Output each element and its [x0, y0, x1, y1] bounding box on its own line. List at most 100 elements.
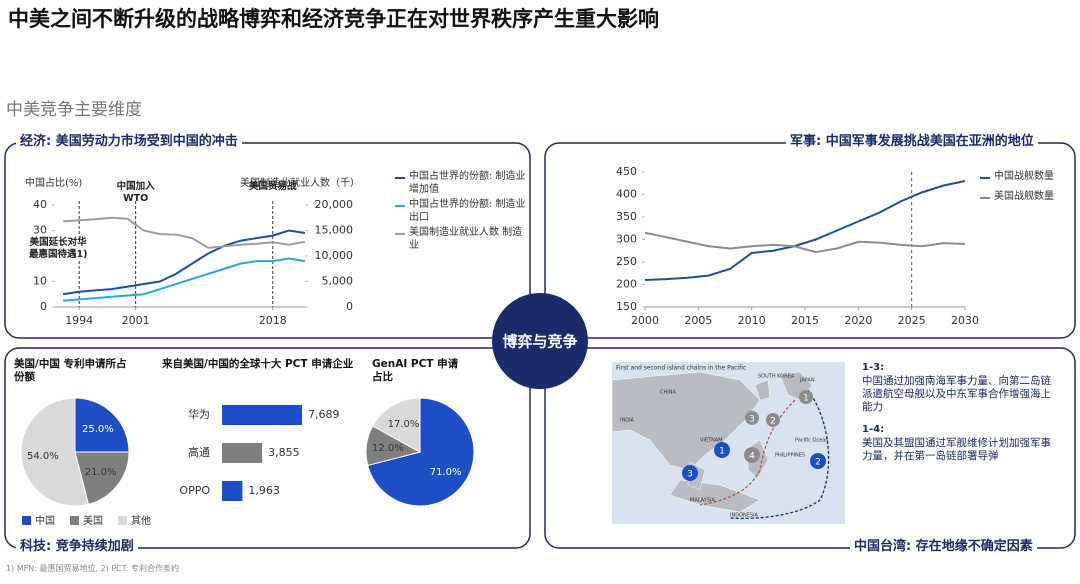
y2-tick-label: 10,000 [315, 249, 354, 262]
note-label: 1-3: [862, 362, 885, 373]
y-tick-label: 200 [616, 278, 637, 291]
y-tick-label: 30 [33, 224, 47, 237]
bar [222, 481, 243, 501]
first-chain [699, 399, 796, 506]
legend-label: 中国 [35, 514, 55, 527]
series-line [63, 216, 306, 249]
center-label: 博弈与竞争 [502, 333, 577, 351]
badge [745, 411, 759, 425]
legend-swatch [118, 516, 127, 525]
badge-label: 1 [803, 394, 809, 404]
map-label: JAPAN [799, 378, 815, 384]
center-circle [492, 293, 588, 389]
bar [222, 405, 302, 425]
panel-frame [4, 347, 531, 549]
pie-label: 54.0% [27, 451, 59, 462]
legend-label: 中国占世界的份额: 制造业出口 [409, 199, 526, 223]
legend-label: 美国 [83, 514, 103, 527]
legend-swatch [22, 516, 31, 525]
x-tick-label: 2010 [738, 314, 766, 327]
pie-label: 25.0% [82, 424, 114, 435]
y-tick-label: 350 [616, 210, 637, 223]
chart-title: 来自美国/中国的全球十大 PCT 申请企业 [162, 358, 354, 370]
map-title: First and second island chains in the Pa… [616, 365, 746, 372]
legend-swatch [70, 516, 79, 525]
y-axis-label: 中国占比(%) [25, 176, 82, 189]
y2-tick-label: 15,000 [315, 224, 354, 237]
land [754, 379, 771, 401]
pie-label: 71.0% [430, 467, 462, 478]
chart-title: GenAI PCT 申请占比 [372, 358, 459, 384]
legend-label: 中国战舰数量 [994, 171, 1054, 182]
y-tick-label: 10 [33, 275, 47, 288]
page-subtitle: 中美竞争主要维度 [6, 100, 142, 120]
note-text: 美国及其盟国通过军舰维修计划加强军事力量，并在第一岛链部署导弹 [862, 437, 1051, 463]
footnote: 1) MFN: 最惠国贸易地位, 2) PCT: 专利合作条约 [6, 564, 179, 573]
pie-label: 17.0% [388, 419, 420, 430]
y2-tick-label: 5,000 [322, 275, 354, 288]
map-label: CHINA [660, 390, 676, 396]
badge [799, 390, 813, 404]
y-tick-label: 400 [616, 188, 637, 201]
y-tick-label: 150 [616, 300, 637, 313]
y2-axis-label: 美国制造业就业人数（千） [240, 176, 360, 189]
panel-frame [544, 347, 1076, 549]
note-text: 中国通过加强南海军事力量、向第二岛链派遣航空母舰以及中东军事合作增强海上能力 [862, 375, 1051, 414]
badge [766, 413, 780, 427]
badge-label: 4 [749, 452, 755, 462]
x-tick-label: 2000 [631, 314, 659, 327]
badge [714, 442, 730, 458]
badge [682, 465, 698, 481]
bar-value: 7,689 [308, 408, 340, 421]
legend-label: 美国制造业就业人数 制造业 [409, 227, 523, 251]
x-tick-label: 2005 [684, 314, 712, 327]
map-label: SOUTH KOREA [758, 374, 795, 380]
series-line [644, 180, 966, 281]
annotation: 中国加入WTO [116, 181, 155, 204]
series-line [62, 229, 306, 296]
x-tick-label: 2020 [844, 314, 872, 327]
section-title: 科技: 竞争持续加剧 [16, 539, 138, 556]
map-label: VIETNAM [700, 438, 723, 444]
series-line [62, 257, 306, 302]
pie-slice [74, 451, 130, 505]
pie-label: 21.0% [85, 467, 117, 478]
land [669, 479, 761, 513]
series-line [644, 231, 966, 254]
land [611, 371, 761, 471]
note-label: 1-4: [862, 424, 885, 435]
y-tick-label: 0 [40, 300, 47, 313]
badge-label: 3 [749, 415, 755, 425]
chart-title: 美国/中国 专利申请所占份额 [14, 358, 127, 384]
y-tick-label: 450 [616, 165, 637, 178]
section-title: 军事: 中国军事发展挑战美国在亚洲的地位 [786, 134, 1038, 151]
badge-label: 1 [719, 447, 725, 457]
bar-category: 高通 [188, 445, 210, 459]
map-badges: 1 2 3 4 3 2 1 [682, 390, 826, 481]
bar [222, 443, 263, 463]
bar-value: 3,855 [268, 446, 300, 459]
island-chains [699, 389, 830, 520]
annotation: 美国贸易战 [248, 181, 297, 192]
badge-label: 3 [687, 470, 693, 480]
map-label: INDONESIA [730, 513, 759, 519]
y-tick-label: 40 [33, 198, 47, 211]
badge [810, 453, 826, 469]
y-tick-label: 250 [616, 255, 637, 268]
pie-label: 12.0% [372, 443, 404, 454]
legend-label: 美国战舰数量 [994, 191, 1054, 202]
page-title: 中美之间不断升级的战略博弈和经济竞争正在对世界秩序产生重大影响 [8, 7, 659, 31]
x-tick-label: 2001 [122, 314, 150, 327]
legend-label: 中国占世界的份额: 制造业增加值 [409, 171, 526, 195]
badge-label: 2 [770, 417, 776, 427]
y-tick-label: 300 [616, 233, 637, 246]
x-tick-label: 2018 [259, 314, 287, 327]
pie-slice [74, 397, 130, 453]
y2-tick-label: 20,000 [315, 198, 354, 211]
map-label: Pacific Ocean [795, 438, 828, 444]
pie-slice [20, 397, 90, 507]
section-title: 中国台湾: 存在地缘不确定因素 [850, 539, 1037, 556]
bar-category: OPPO [179, 484, 210, 497]
